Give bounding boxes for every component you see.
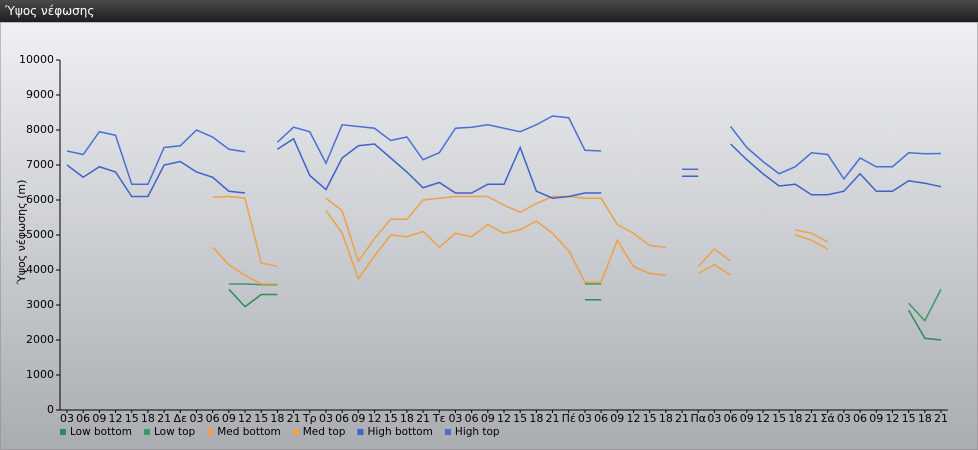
x-tick-label: 21 bbox=[546, 412, 560, 425]
series-line bbox=[66, 137, 942, 200]
x-tick-label: 15 bbox=[384, 412, 398, 425]
x-tick-label: 18 bbox=[400, 412, 414, 425]
x-tick-label: 15 bbox=[902, 412, 916, 425]
x-tick-label: 12 bbox=[885, 412, 899, 425]
legend-label: High top bbox=[455, 426, 500, 438]
series-line bbox=[66, 115, 942, 185]
x-tick-label: 06 bbox=[594, 412, 608, 425]
x-tick-label: 12 bbox=[368, 412, 382, 425]
x-tick-label: 15 bbox=[513, 412, 527, 425]
legend-swatch bbox=[207, 429, 214, 435]
x-tick-label: 15 bbox=[125, 412, 139, 425]
x-tick-label: Πέ bbox=[562, 412, 576, 425]
x-tick-label: 03 bbox=[319, 412, 333, 425]
x-tick-label: Δε bbox=[174, 412, 188, 425]
x-tick-label: 15 bbox=[643, 412, 657, 425]
x-tick-label: 09 bbox=[869, 412, 883, 425]
legend: Low bottom Low top Med bottom Med top High b… bbox=[60, 426, 500, 438]
x-tick-label: 18 bbox=[788, 412, 802, 425]
chart: Ύψος νέφωσης (m) 0 1000 2000 3000 4000 5000 60… bbox=[0, 22, 978, 450]
x-tick-label: 21 bbox=[805, 412, 819, 425]
legend-swatch bbox=[144, 429, 150, 435]
x-tick-label: 09 bbox=[222, 412, 236, 425]
x-tick-label: 18 bbox=[918, 412, 932, 425]
x-tick-label: 06 bbox=[724, 412, 738, 425]
x-tick-label: 06 bbox=[853, 412, 867, 425]
x-tick-label: Σά bbox=[821, 412, 835, 425]
y-tick-label: 2000 bbox=[26, 333, 54, 346]
x-tick-label: 15 bbox=[254, 412, 268, 425]
x-tick-label: 03 bbox=[837, 412, 851, 425]
legend-swatch bbox=[357, 429, 364, 435]
x-tick-label: 09 bbox=[481, 412, 495, 425]
x-tick-label: Πα bbox=[690, 412, 706, 425]
x-tick-label: 03 bbox=[60, 412, 74, 425]
x-tick-label: 09 bbox=[92, 412, 106, 425]
x-tick-label: 21 bbox=[287, 412, 301, 425]
y-tick-label: 0 bbox=[47, 403, 54, 416]
y-axis-label: Ύψος νέφωσης (m) bbox=[15, 180, 28, 286]
x-tick-label: 21 bbox=[675, 412, 689, 425]
y-tick-label: 1000 bbox=[26, 368, 54, 381]
x-tick-label: 15 bbox=[772, 412, 786, 425]
x-tick-label: 06 bbox=[206, 412, 220, 425]
x-tick-label: 18 bbox=[270, 412, 284, 425]
x-tick-label: 18 bbox=[659, 412, 673, 425]
x-tick-label: 21 bbox=[934, 412, 948, 425]
x-tick-label: 09 bbox=[610, 412, 624, 425]
series-line bbox=[212, 210, 829, 285]
legend-swatch bbox=[444, 429, 451, 435]
y-tick-label: 4000 bbox=[26, 263, 54, 276]
y-tick-label: 7000 bbox=[26, 158, 54, 171]
x-tick-label: 12 bbox=[109, 412, 123, 425]
y-tick-label: 3000 bbox=[26, 298, 54, 311]
x-tick-label: 12 bbox=[626, 412, 640, 425]
x-tick-label: Τε bbox=[432, 412, 446, 425]
legend-label: High bottom bbox=[367, 426, 432, 438]
legend-label: Med top bbox=[303, 426, 346, 438]
y-tick-label: 6000 bbox=[26, 193, 54, 206]
y-tick-label: 9000 bbox=[26, 88, 54, 101]
x-tick-label: 12 bbox=[238, 412, 252, 425]
x-tick-label: 09 bbox=[351, 412, 365, 425]
legend-label: Low bottom bbox=[70, 426, 132, 438]
legend-label: Med bottom bbox=[217, 426, 281, 438]
x-tick-label: 06 bbox=[76, 412, 90, 425]
x-tick-label: 06 bbox=[465, 412, 479, 425]
x-tick-label: 09 bbox=[740, 412, 754, 425]
y-tick-label: 10000 bbox=[19, 53, 54, 66]
x-tick-label: 12 bbox=[756, 412, 770, 425]
x-tick-label: 03 bbox=[578, 412, 592, 425]
x-tick-label: 21 bbox=[416, 412, 430, 425]
series-line bbox=[212, 195, 829, 268]
x-tick-label: 03 bbox=[448, 412, 462, 425]
x-tick-label: Τρ bbox=[302, 412, 317, 425]
y-tick-label: 8000 bbox=[26, 123, 54, 136]
legend-swatch bbox=[292, 429, 299, 435]
window-title: Ύψος νέφωσης bbox=[0, 0, 978, 22]
x-tick-label: 06 bbox=[335, 412, 349, 425]
x-tick-label: 21 bbox=[157, 412, 171, 425]
legend-label: Low top bbox=[154, 426, 196, 438]
y-tick-label: 5000 bbox=[26, 228, 54, 241]
x-tick-label: 03 bbox=[189, 412, 203, 425]
legend-swatch bbox=[60, 429, 66, 435]
x-tick-label: 03 bbox=[707, 412, 721, 425]
series-line bbox=[228, 288, 942, 341]
x-tick-label: 18 bbox=[141, 412, 155, 425]
x-tick-label: 12 bbox=[497, 412, 511, 425]
chart-background bbox=[0, 22, 978, 450]
x-tick-label: 18 bbox=[529, 412, 543, 425]
